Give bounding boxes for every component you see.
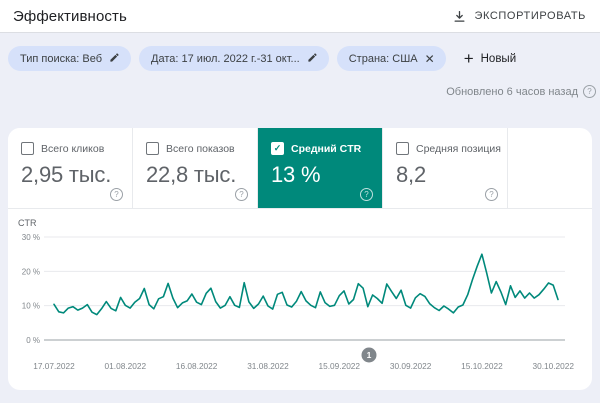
svg-text:0 %: 0 % bbox=[26, 336, 40, 345]
checkbox-unchecked-icon[interactable]: ✓ bbox=[21, 142, 34, 155]
chip-country-label: Страна: США bbox=[348, 52, 418, 65]
checkbox-checked-icon[interactable]: ✓ bbox=[271, 142, 284, 155]
svg-text:10 %: 10 % bbox=[22, 302, 40, 311]
ctr-chart-area: CTR 0 % 10 % 20 % 30 % 17.07.2022 01.08.2022 1… bbox=[8, 209, 592, 390]
chip-search-type-label: Тип поиска: Веб bbox=[20, 52, 103, 65]
metric-card-total-impressions[interactable]: ✓ Всего показов 22,8 тыс. ? bbox=[133, 128, 258, 208]
performance-panel: ✓ Всего кликов 2,95 тыс. ? ✓ Всего показ… bbox=[8, 128, 592, 390]
svg-text:30.09.2022: 30.09.2022 bbox=[390, 361, 432, 371]
svg-text:15.09.2022: 15.09.2022 bbox=[319, 361, 361, 371]
metric-label: Средний CTR bbox=[291, 142, 362, 155]
edit-pencil-icon[interactable] bbox=[109, 52, 120, 66]
metric-label: Всего показов bbox=[166, 142, 235, 155]
svg-text:16.08.2022: 16.08.2022 bbox=[176, 361, 218, 371]
checkbox-unchecked-icon[interactable]: ✓ bbox=[146, 142, 159, 155]
new-filter-label: Новый bbox=[480, 52, 517, 65]
svg-text:01.08.2022: 01.08.2022 bbox=[105, 361, 147, 371]
metric-value: 2,95 тыс. bbox=[21, 162, 112, 187]
export-button[interactable]: ЭКСПОРТИРОВАТЬ bbox=[447, 6, 592, 27]
chip-country[interactable]: Страна: США ✕ bbox=[336, 46, 446, 71]
svg-text:30.10.2022: 30.10.2022 bbox=[532, 361, 574, 371]
metric-label: Средняя позиция bbox=[416, 142, 501, 155]
metric-cards-row: ✓ Всего кликов 2,95 тыс. ? ✓ Всего показ… bbox=[8, 128, 592, 209]
export-label: ЭКСПОРТИРОВАТЬ bbox=[474, 10, 586, 22]
close-icon[interactable]: ✕ bbox=[424, 51, 435, 66]
chip-search-type[interactable]: Тип поиска: Веб bbox=[8, 46, 132, 71]
metric-label: Всего кликов bbox=[41, 142, 105, 155]
svg-text:30 %: 30 % bbox=[22, 233, 40, 242]
top-header: Эффективность ЭКСПОРТИРОВАТЬ bbox=[0, 0, 600, 33]
metric-value: 22,8 тыс. bbox=[146, 162, 237, 187]
svg-text:1: 1 bbox=[367, 350, 372, 360]
help-icon[interactable]: ? bbox=[583, 85, 596, 98]
svg-text:31.08.2022: 31.08.2022 bbox=[247, 361, 289, 371]
metric-card-average-ctr[interactable]: ✓ Средний CTR 13 % ? bbox=[258, 128, 383, 208]
edit-pencil-icon[interactable] bbox=[307, 52, 318, 66]
metric-value: 13 % bbox=[271, 162, 321, 187]
new-filter-button[interactable]: + Новый bbox=[464, 50, 516, 67]
help-icon[interactable]: ? bbox=[110, 188, 123, 201]
checkbox-unchecked-icon[interactable]: ✓ bbox=[396, 142, 409, 155]
svg-text:17.07.2022: 17.07.2022 bbox=[33, 361, 75, 371]
chip-date-range-label: Дата: 17 июл. 2022 г.-31 окт... bbox=[151, 52, 300, 65]
download-icon bbox=[453, 10, 466, 23]
help-icon[interactable]: ? bbox=[360, 188, 373, 201]
metric-value: 8,2 bbox=[396, 162, 426, 187]
ctr-line-chart[interactable]: 0 % 10 % 20 % 30 % 17.07.2022 01.08.2022 16.08… bbox=[8, 209, 592, 390]
svg-text:20 %: 20 % bbox=[22, 267, 40, 276]
help-icon[interactable]: ? bbox=[235, 188, 248, 201]
cards-row-filler bbox=[508, 128, 592, 208]
plus-icon: + bbox=[463, 49, 474, 68]
updated-text: Обновлено 6 часов назад bbox=[446, 85, 578, 98]
svg-text:15.10.2022: 15.10.2022 bbox=[461, 361, 503, 371]
metric-card-average-position[interactable]: ✓ Средняя позиция 8,2 ? bbox=[383, 128, 508, 208]
updated-status-row: Обновлено 6 часов назад ? bbox=[0, 71, 600, 98]
chip-date-range[interactable]: Дата: 17 июл. 2022 г.-31 окт... bbox=[139, 46, 329, 71]
filter-bar: Тип поиска: Веб Дата: 17 июл. 2022 г.-31… bbox=[0, 33, 600, 71]
chart-y-axis-title: CTR bbox=[18, 218, 37, 228]
metric-card-total-clicks[interactable]: ✓ Всего кликов 2,95 тыс. ? bbox=[8, 128, 133, 208]
help-icon[interactable]: ? bbox=[485, 188, 498, 201]
page-title: Эффективность bbox=[13, 7, 127, 25]
